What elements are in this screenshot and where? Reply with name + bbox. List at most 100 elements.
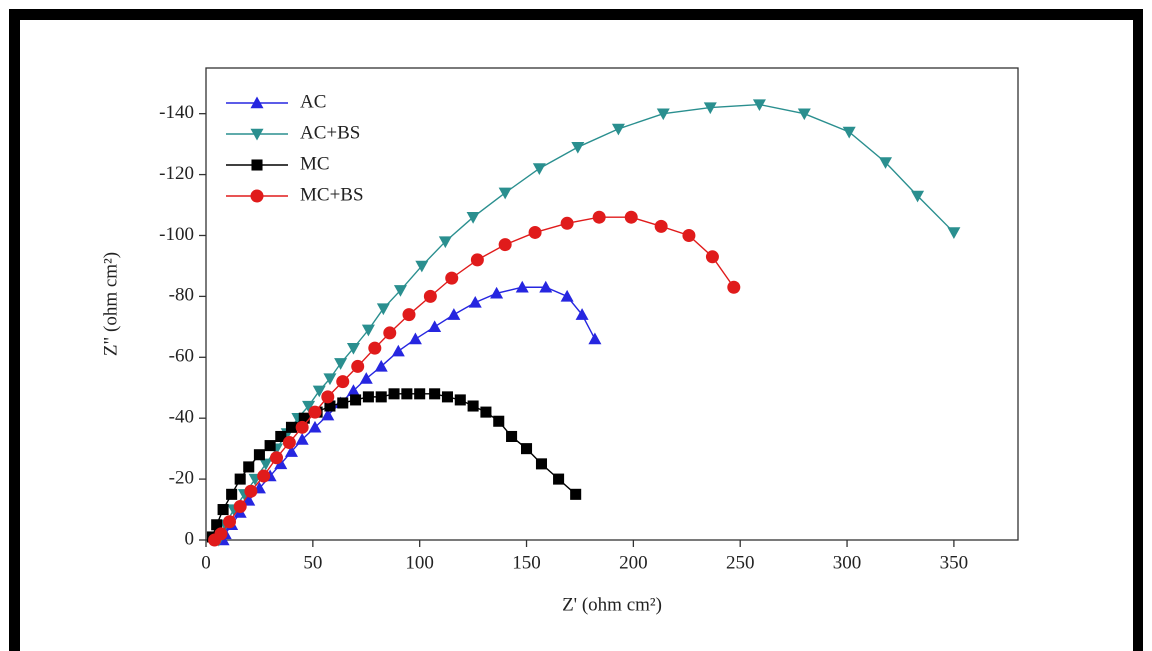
data-point — [571, 141, 585, 154]
data-point — [521, 443, 533, 455]
data-point — [447, 308, 461, 320]
y-axis-label: Z" (ohm cm²) — [100, 252, 121, 356]
data-point — [233, 500, 247, 514]
data-point — [274, 457, 288, 470]
y-tick-label: -120 — [159, 163, 194, 184]
y-tick-label: -80 — [169, 285, 194, 306]
data-point — [560, 289, 574, 302]
data-point — [592, 210, 606, 224]
legend-label: MC — [300, 153, 330, 174]
series-line — [214, 216, 735, 541]
data-point — [454, 394, 466, 406]
data-point — [282, 436, 296, 450]
data-point — [308, 420, 322, 433]
data-point — [705, 250, 719, 264]
data-point — [214, 527, 228, 541]
data-point — [295, 433, 309, 445]
data-point — [414, 388, 426, 400]
data-point — [253, 449, 265, 461]
data-point — [308, 405, 322, 419]
data-point — [611, 123, 625, 136]
data-point — [211, 519, 223, 531]
data-point — [528, 225, 542, 239]
data-point — [234, 473, 246, 485]
data-point — [624, 210, 638, 224]
data-point — [383, 326, 397, 340]
data-point — [408, 332, 422, 345]
data-point — [361, 324, 375, 337]
data-point — [506, 430, 518, 442]
data-point — [346, 384, 360, 396]
x-tick-label: 250 — [726, 552, 755, 573]
plot-area — [205, 67, 1019, 541]
data-point — [428, 320, 442, 333]
data-point — [324, 400, 336, 412]
data-point — [393, 285, 407, 297]
data-point — [490, 286, 504, 299]
data-point — [752, 99, 766, 112]
data-point — [445, 271, 459, 285]
data-point — [470, 253, 484, 267]
data-point — [362, 391, 374, 403]
data-point — [535, 458, 548, 470]
data-point — [879, 157, 893, 169]
data-point — [570, 488, 582, 500]
data-point — [374, 359, 388, 372]
legend-label: AC+BS — [300, 122, 360, 143]
x-tick-label: 200 — [619, 552, 648, 573]
data-point — [323, 373, 337, 386]
data-point — [438, 236, 452, 249]
x-tick-label: 350 — [940, 552, 969, 573]
data-point — [244, 484, 258, 498]
data-point — [842, 126, 856, 139]
data-point — [264, 440, 276, 452]
data-point — [368, 341, 382, 355]
legend-label: MC+BS — [300, 184, 364, 205]
data-point — [295, 420, 309, 434]
data-point — [682, 228, 696, 242]
data-point — [947, 227, 961, 239]
frame-left — [9, 9, 20, 651]
data-point — [376, 303, 390, 316]
data-point — [321, 408, 335, 421]
data-point — [727, 280, 741, 294]
x-tick-label: 150 — [512, 552, 541, 573]
data-point — [654, 219, 668, 233]
y-tick-label: -100 — [159, 224, 194, 245]
data-point — [423, 289, 437, 303]
x-tick-label: 0 — [201, 552, 211, 573]
data-point — [334, 358, 348, 370]
legend-marker — [251, 159, 263, 171]
data-point — [321, 390, 335, 404]
data-point — [217, 504, 229, 516]
data-point — [498, 187, 512, 200]
data-point — [243, 461, 255, 473]
x-tick-label: 100 — [405, 552, 434, 573]
legend-marker — [250, 189, 264, 203]
frame-top — [9, 9, 1143, 20]
data-point — [468, 295, 482, 308]
legend-label: AC — [300, 91, 326, 112]
data-point — [284, 445, 298, 457]
data-point — [575, 308, 589, 320]
data-point — [223, 515, 237, 529]
data-point — [391, 344, 405, 357]
data-point — [539, 280, 553, 293]
data-point — [242, 493, 256, 506]
y-tick-label: -60 — [169, 346, 194, 367]
data-point — [350, 394, 362, 406]
data-point — [401, 388, 413, 400]
data-point — [553, 473, 565, 485]
data-point — [911, 190, 925, 203]
data-point — [302, 400, 316, 413]
data-point — [285, 421, 297, 433]
data-point — [467, 400, 479, 412]
y-tick-label: -40 — [169, 407, 194, 428]
x-tick-label: 50 — [303, 552, 322, 573]
data-point — [351, 359, 365, 373]
data-point — [656, 108, 670, 121]
data-point — [259, 458, 273, 471]
